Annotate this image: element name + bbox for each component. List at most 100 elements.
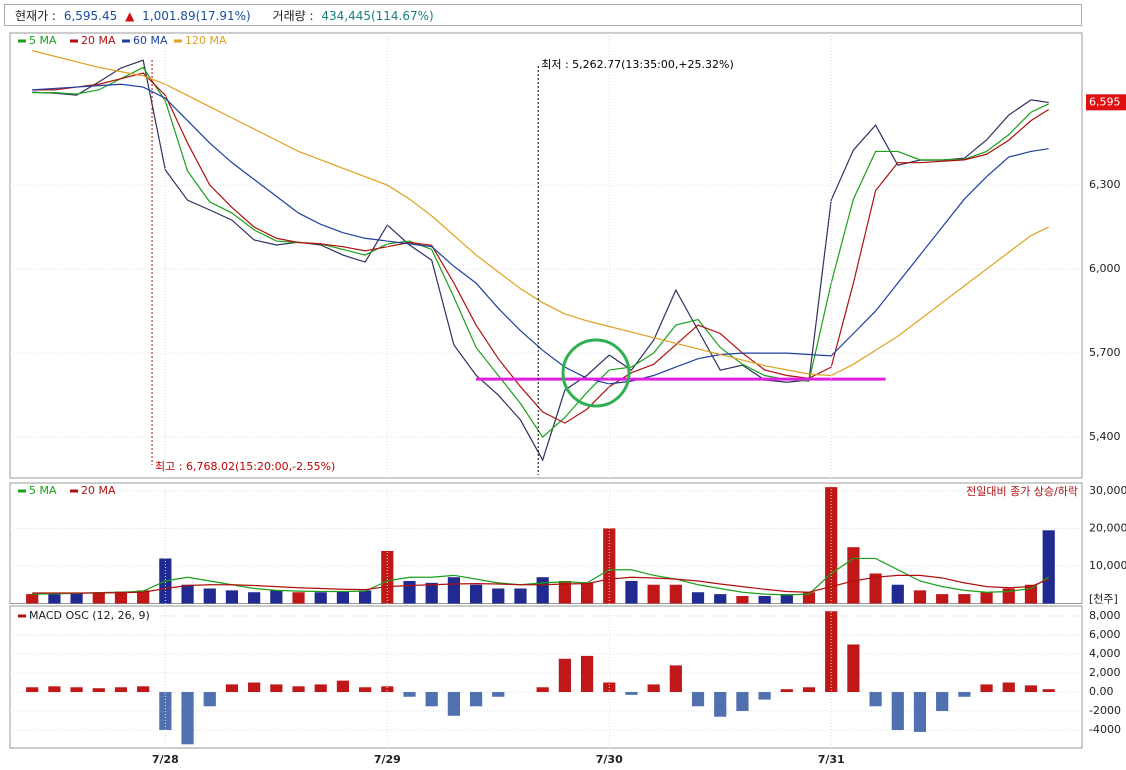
- bar: [270, 684, 283, 693]
- bar: [1042, 530, 1055, 604]
- ma-line: [32, 557, 1050, 596]
- bar: [70, 687, 83, 693]
- bar: [802, 687, 816, 693]
- y-tick-label: -2000: [1089, 704, 1121, 717]
- bar: [780, 594, 793, 604]
- bar: [1024, 584, 1038, 604]
- y-tick-label: 20,000: [1089, 521, 1126, 534]
- bar: [625, 580, 638, 604]
- y-tick-label: 6,300: [1089, 178, 1121, 191]
- bar: [580, 582, 594, 604]
- bar: [403, 580, 416, 604]
- bar: [1024, 685, 1038, 693]
- bar: [1002, 588, 1015, 604]
- bar: [203, 692, 216, 707]
- x-tick-label: 7/28: [152, 753, 179, 766]
- panel-frame: [9, 32, 1083, 479]
- highlight-circle: [561, 338, 631, 408]
- bar: [225, 684, 239, 693]
- bar: [847, 547, 860, 604]
- bar: [181, 584, 194, 604]
- bar: [558, 658, 571, 693]
- volume: 434,445(114.67%): [321, 9, 434, 23]
- bar: [980, 684, 993, 693]
- bar: [492, 588, 505, 604]
- bar: [1042, 689, 1055, 693]
- bar: [669, 665, 682, 693]
- bar: [891, 584, 904, 604]
- legend-label: 20 MA: [81, 484, 116, 497]
- bar: [48, 594, 61, 604]
- bar: [869, 692, 882, 707]
- bar: [869, 573, 882, 604]
- bar: [447, 577, 460, 604]
- bar: [114, 591, 128, 604]
- bar: [248, 592, 261, 604]
- bar: [26, 594, 39, 604]
- bar: [913, 692, 927, 732]
- bar: [936, 594, 949, 604]
- change: 1,001.89(17.91%): [142, 9, 251, 23]
- bar: [292, 686, 305, 693]
- bar: [847, 644, 860, 693]
- bar: [137, 686, 150, 693]
- legend-label: 5 MA: [29, 484, 57, 497]
- bar: [403, 692, 416, 697]
- bar: [248, 682, 261, 693]
- bar: [425, 692, 438, 707]
- bar: [758, 595, 771, 604]
- close-line: [32, 59, 1049, 462]
- bar: [381, 686, 394, 693]
- bar: [425, 582, 438, 604]
- x-tick-label: 7/31: [818, 753, 845, 766]
- y-tick-label: -4000: [1089, 723, 1121, 736]
- bar: [336, 591, 350, 604]
- bar: [469, 584, 483, 604]
- bar: [647, 584, 660, 604]
- bar: [913, 590, 927, 604]
- bar: [381, 550, 394, 604]
- bar: [714, 692, 727, 717]
- bar: [647, 684, 660, 693]
- ma-line: [32, 66, 1049, 439]
- bar: [447, 692, 460, 716]
- bar: [26, 687, 39, 693]
- current-price-label: 6,595: [1089, 95, 1121, 108]
- x-tick-label: 7/29: [374, 753, 401, 766]
- legend-label: 60 MA: [133, 34, 168, 47]
- bar: [225, 590, 239, 604]
- bar: [691, 592, 705, 604]
- bar: [359, 687, 372, 693]
- y-tick-label: 6,000: [1089, 262, 1121, 275]
- bar: [780, 689, 793, 693]
- legend-label: 5 MA: [29, 34, 57, 47]
- header: 현재가 : 6,595.45 ▲ 1,001.89(17.91%) 거래량 : …: [4, 4, 1082, 26]
- x-tick-label: 7/30: [596, 753, 623, 766]
- bar: [580, 655, 594, 693]
- price: 6,595.45: [63, 9, 118, 23]
- y-tick-label: 4,000: [1089, 647, 1121, 660]
- bar: [92, 688, 105, 693]
- current-price-tag: [1086, 94, 1126, 111]
- bar: [536, 577, 549, 604]
- bar: [314, 592, 327, 604]
- bar: [669, 584, 682, 604]
- bar: [691, 692, 705, 707]
- bar: [270, 590, 283, 604]
- ma-line: [32, 50, 1049, 377]
- bar: [625, 692, 638, 695]
- panel-title: MACD OSC (12, 26, 9): [29, 609, 150, 622]
- ma-line: [32, 72, 1050, 424]
- bar: [891, 692, 904, 731]
- bar: [114, 687, 128, 693]
- y-tick-label: 5,700: [1089, 346, 1121, 359]
- bar: [92, 592, 105, 604]
- y-tick-label: 0.00: [1089, 685, 1114, 698]
- annotation-label: 최고 : 6,768.02(15:20:00,-2.55%): [155, 460, 335, 473]
- bar: [736, 692, 749, 712]
- bar: [48, 686, 61, 693]
- bar: [70, 592, 83, 604]
- bar: [958, 692, 971, 697]
- y-tick-label: 30,000: [1089, 484, 1126, 497]
